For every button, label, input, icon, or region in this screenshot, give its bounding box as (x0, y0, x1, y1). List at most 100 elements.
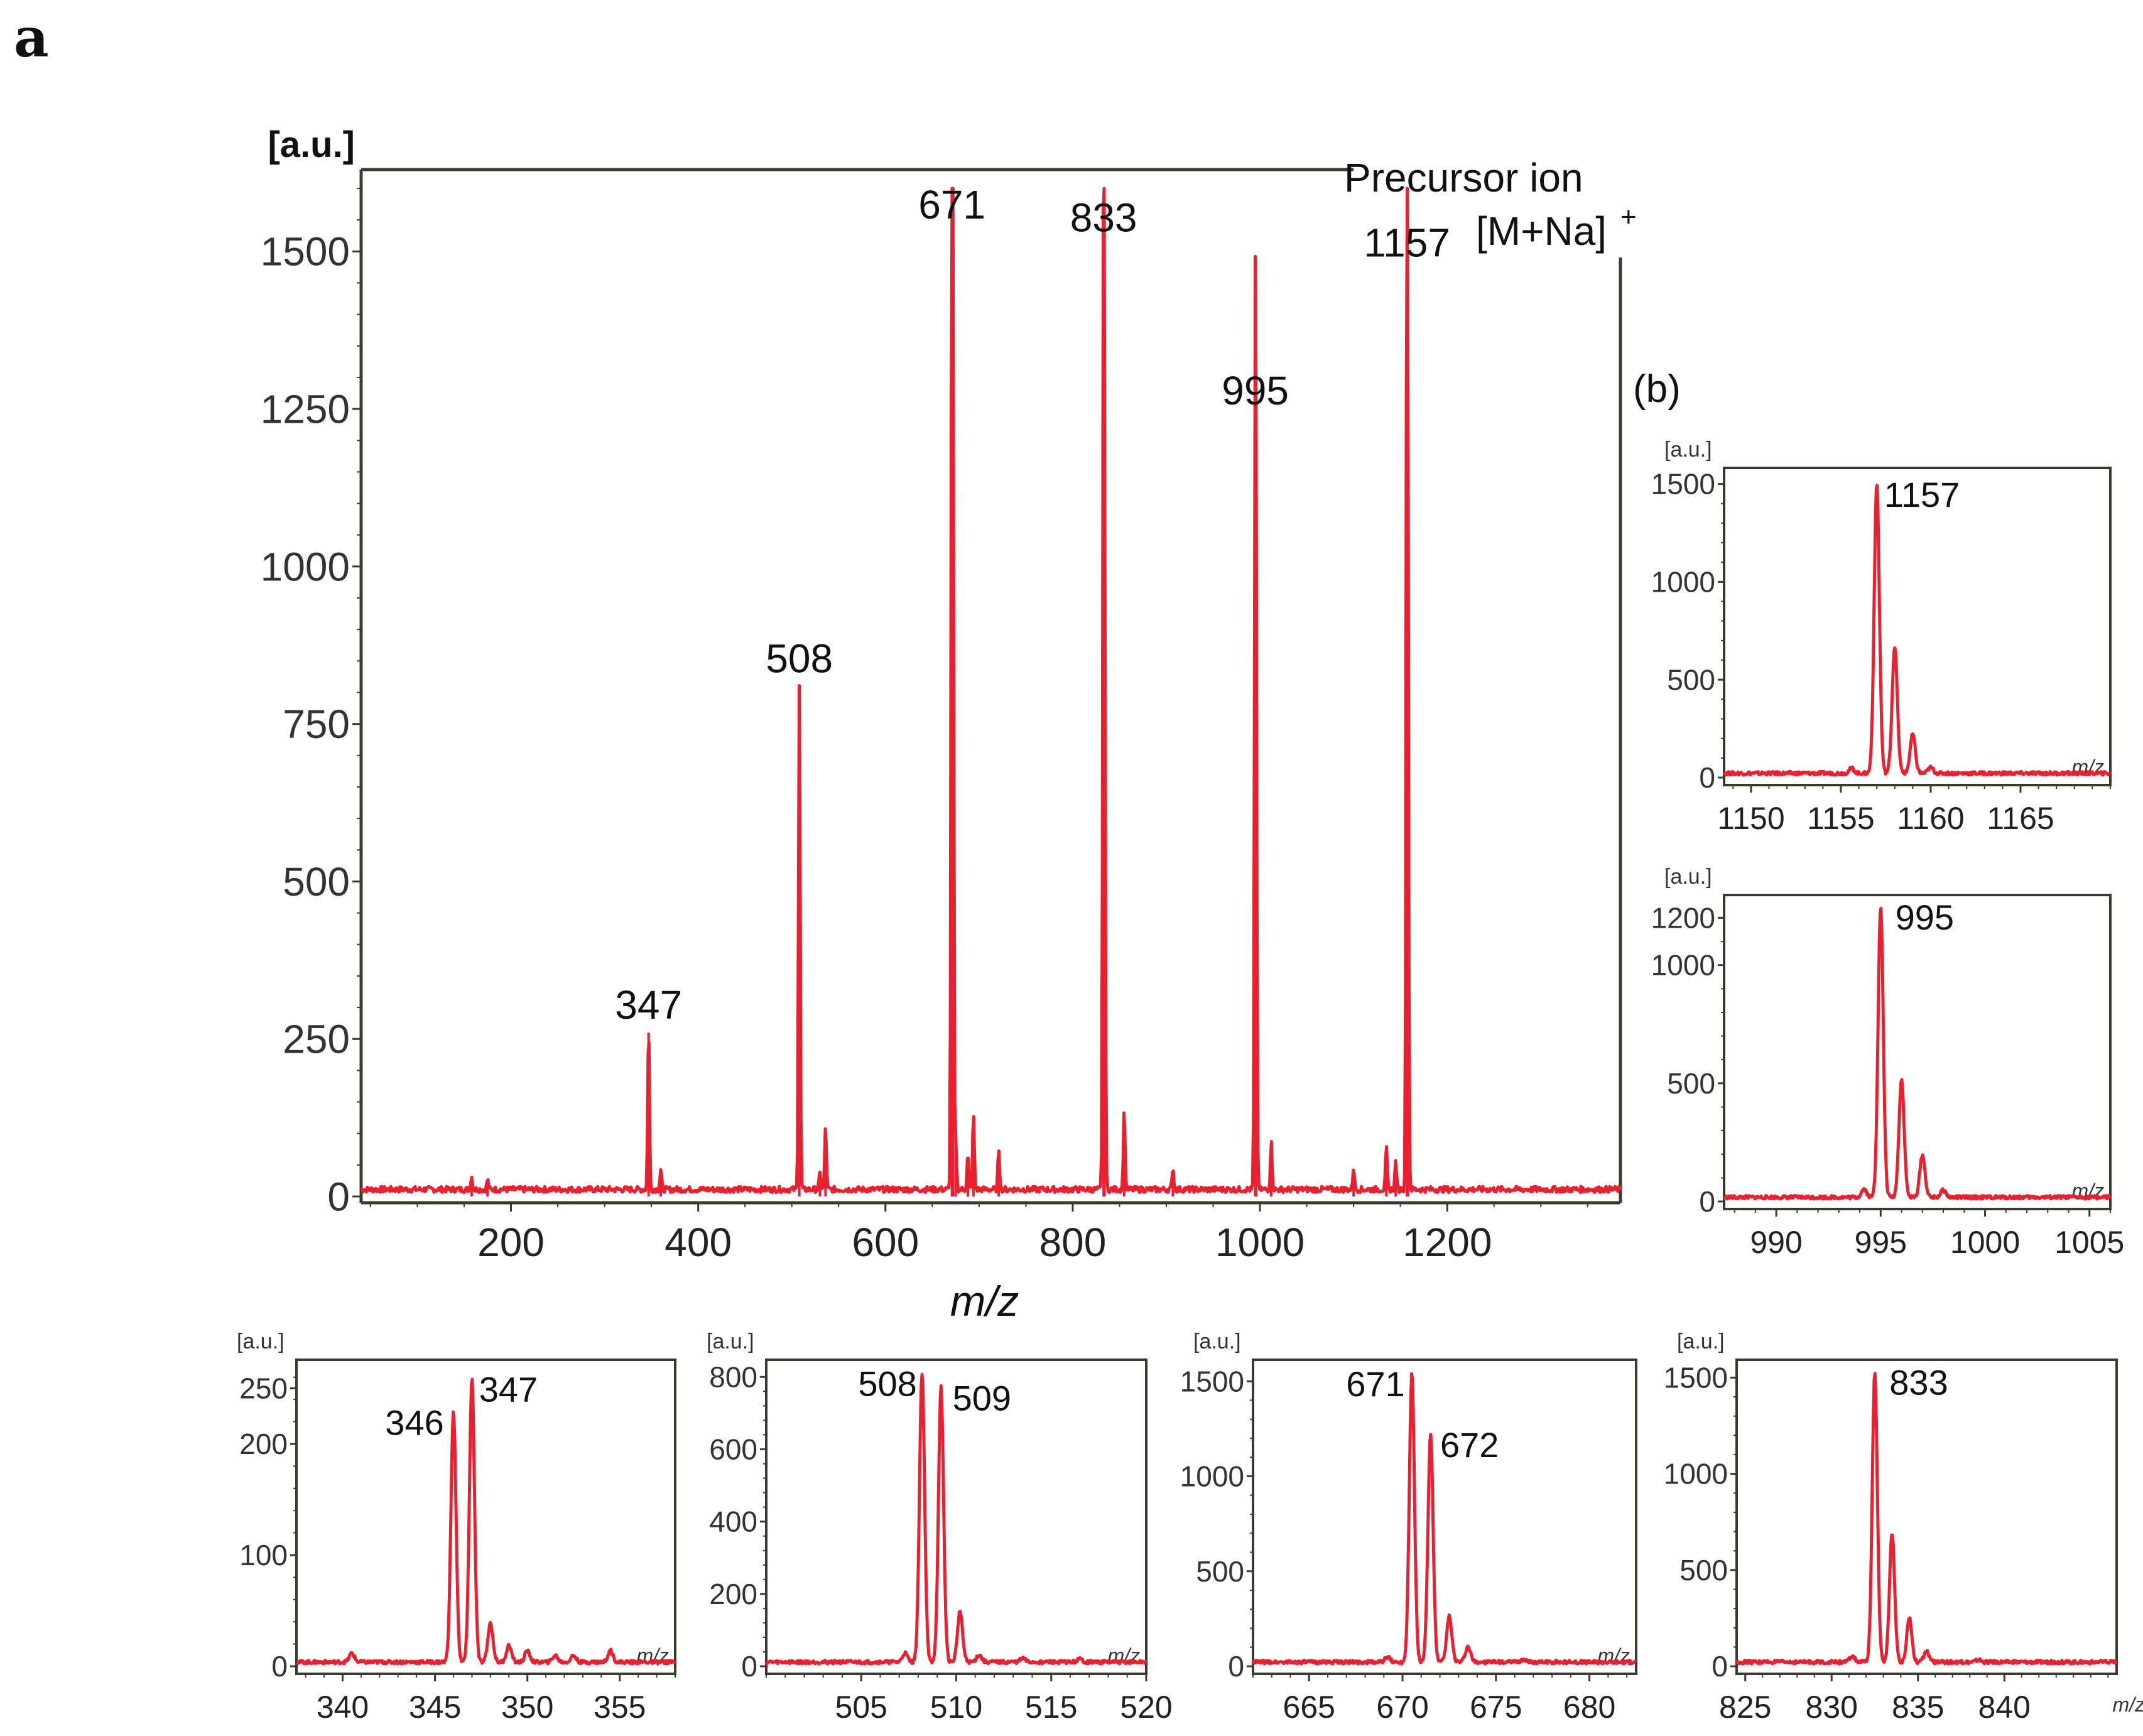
spectrum-trace (360, 187, 1622, 1195)
y-tick-label: 1000 (261, 544, 350, 589)
y-tick-label: 500 (1196, 1555, 1244, 1588)
y-tick-label: 250 (283, 1017, 350, 1062)
x-tick-label: 670 (1376, 1690, 1428, 1725)
x-tick-label: 340 (317, 1690, 369, 1725)
x-axis-label: m/z (950, 1278, 1019, 1325)
y-tick-label: 0 (271, 1650, 288, 1683)
y-tick-label: 1500 (1651, 468, 1715, 501)
y-tick-label: 0 (1228, 1650, 1244, 1683)
x-tick-label: 510 (930, 1690, 982, 1725)
x-tick-label: 1000 (1215, 1220, 1305, 1265)
x-tick-label: 800 (1039, 1220, 1107, 1265)
spectrum-trace (1735, 1372, 2118, 1666)
y-unit-label: [a.u.] (268, 124, 355, 165)
precursor-formula: [M+Na] (1476, 209, 1607, 254)
peak-label: 995 (1896, 898, 1954, 937)
y-unit-label: [a.u.] (1677, 1330, 1725, 1354)
plot-frame (295, 1359, 676, 1675)
spectrum-trace (295, 1377, 677, 1666)
y-tick-label: 200 (709, 1578, 757, 1610)
x-tick-label: 995 (1855, 1225, 1907, 1260)
peak-label: 1157 (1884, 475, 1960, 514)
y-tick-label: 1500 (261, 229, 350, 274)
x-tick-label: 830 (1806, 1690, 1858, 1725)
y-tick-label: 1000 (1651, 565, 1715, 598)
x-tick-label: 1200 (1402, 1220, 1492, 1265)
plot-frame (1252, 1359, 1637, 1675)
x-tick-label: 400 (665, 1220, 732, 1265)
spectrum-trace (1251, 1372, 1637, 1666)
chart-main: 0 250 500 750 1000 1250 1500 200 400 600 800 1000 12… (261, 124, 1637, 1325)
y-tick-label: 1000 (1180, 1460, 1244, 1493)
y-tick-label: 500 (1679, 1554, 1728, 1587)
peak-label: 509 (953, 1378, 1011, 1418)
x-tick-label: 680 (1563, 1690, 1615, 1725)
peak-label: 833 (1889, 1362, 1948, 1402)
sub-panel-label: (b) (1633, 367, 1681, 411)
peak-label: 346 (385, 1403, 443, 1443)
x-axis-label: m/z (2112, 1693, 2143, 1716)
y-tick-label: 500 (283, 859, 350, 904)
spectrum-trace (1723, 906, 2112, 1201)
peak-label: 508 (858, 1364, 916, 1403)
x-tick-label: 1005 (2054, 1225, 2124, 1260)
y-tick-label: 1000 (1651, 949, 1715, 982)
peak-label: 671 (918, 182, 985, 227)
spectrum-trace (1722, 484, 2112, 777)
y-unit-label: [a.u.] (707, 1330, 754, 1354)
x-tick-label: 675 (1470, 1690, 1522, 1725)
y-tick-label: 250 (239, 1372, 288, 1405)
x-tick-label: 825 (1719, 1690, 1771, 1725)
peak-label: 347 (615, 982, 682, 1028)
x-tick-label: 840 (1978, 1690, 2031, 1725)
y-tick-label: 400 (709, 1505, 757, 1538)
x-tick-label: 990 (1750, 1225, 1802, 1260)
plot-frame (1723, 894, 2112, 1210)
x-tick-label: 835 (1892, 1690, 1944, 1725)
peak-label: 833 (1070, 195, 1137, 240)
y-unit-label: [a.u.] (1193, 1330, 1241, 1354)
spectrum-trace (764, 1372, 1148, 1666)
x-tick-label: 355 (594, 1690, 646, 1725)
y-tick-label: 1200 (1651, 901, 1715, 934)
y-tick-label: 750 (283, 702, 350, 747)
y-tick-label: 1500 (1180, 1365, 1244, 1397)
peak-label: 347 (479, 1370, 538, 1409)
y-unit-label: [a.u.] (1664, 865, 1712, 889)
peak-label: 672 (1440, 1425, 1499, 1465)
peak-label: 508 (766, 636, 833, 681)
x-tick-label: 345 (409, 1690, 461, 1725)
y-tick-label: 500 (1667, 1067, 1715, 1100)
x-tick-label: 600 (852, 1220, 919, 1265)
y-unit-label: [a.u.] (1664, 438, 1712, 462)
precursor-label: Precursor ion (1344, 155, 1583, 200)
y-tick-label: 800 (709, 1360, 757, 1393)
peak-label: 1157 (1364, 220, 1450, 265)
y-tick-label: 500 (1667, 663, 1715, 696)
x-tick-label: 1000 (1950, 1225, 2020, 1260)
y-tick-label: 0 (1712, 1650, 1728, 1683)
y-tick-label: 0 (1699, 1185, 1715, 1218)
peak-label: 671 (1346, 1364, 1404, 1404)
y-tick-label: 0 (1699, 761, 1715, 794)
precursor-charge: + (1620, 202, 1637, 232)
peak-label: 995 (1222, 368, 1289, 413)
x-tick-label: 1165 (1987, 801, 2054, 836)
y-tick-label: 200 (239, 1428, 288, 1460)
x-tick-label: 505 (835, 1690, 887, 1725)
x-tick-label: 520 (1120, 1690, 1172, 1725)
x-tick-label: 200 (477, 1220, 545, 1265)
x-tick-label: 1150 (1717, 801, 1785, 836)
plot-frame (1723, 467, 2112, 786)
x-tick-label: 515 (1025, 1690, 1077, 1725)
y-tick-label: 1500 (1664, 1361, 1728, 1394)
x-tick-label: 1155 (1807, 801, 1875, 836)
y-tick-label: 100 (239, 1539, 288, 1571)
y-tick-label: 1000 (1664, 1458, 1728, 1490)
